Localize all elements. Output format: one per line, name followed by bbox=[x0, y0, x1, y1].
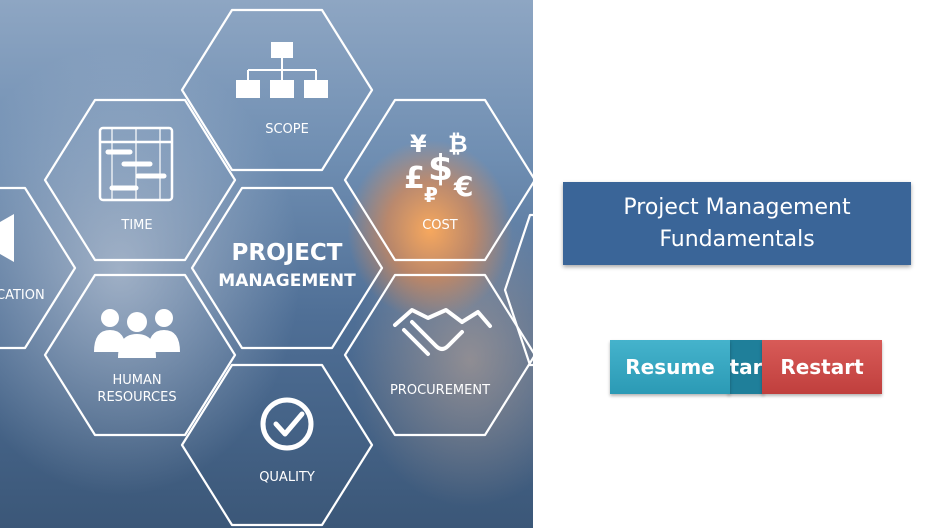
hex-right-partial bbox=[503, 213, 533, 367]
start-button-label: tar bbox=[729, 355, 763, 379]
hero-image: SCOPE TIME ¥ ₿ £ $ bbox=[0, 0, 533, 528]
megaphone-icon bbox=[0, 214, 14, 262]
hex-time bbox=[43, 98, 237, 262]
center-title-line2: MANAGEMENT bbox=[218, 271, 356, 291]
svg-text:¥: ¥ bbox=[410, 130, 427, 158]
hex-label-communication: CATION bbox=[0, 288, 45, 303]
hex-label-procurement: PROCUREMENT bbox=[390, 383, 490, 398]
resume-button-label: Resume bbox=[625, 355, 715, 379]
svg-text:$: $ bbox=[428, 148, 453, 189]
svg-text:₽: ₽ bbox=[424, 183, 438, 207]
hex-label-cost: COST bbox=[422, 218, 458, 233]
hexagon-diagram: SCOPE TIME ¥ ₿ £ $ bbox=[0, 0, 533, 528]
check-circle-icon bbox=[260, 397, 314, 451]
restart-button-label: Restart bbox=[780, 355, 864, 379]
hex-label-quality: QUALITY bbox=[259, 470, 315, 485]
svg-text:£: £ bbox=[404, 161, 425, 196]
hex-label-time: TIME bbox=[120, 218, 152, 233]
svg-text:€: € bbox=[453, 170, 473, 203]
course-title-line1: Project Management bbox=[623, 194, 851, 220]
handshake-icon bbox=[393, 308, 492, 356]
course-title-line2: Fundamentals bbox=[659, 226, 815, 252]
hex-human-resources bbox=[43, 273, 237, 437]
center-title-line1: PROJECT bbox=[232, 240, 343, 266]
start-button[interactable]: tar bbox=[728, 340, 764, 394]
action-buttons: Resume tar Restart bbox=[610, 340, 882, 394]
hex-procurement bbox=[343, 273, 533, 437]
people-icon bbox=[94, 309, 180, 358]
hex-quality bbox=[180, 363, 374, 527]
currency-icon: ¥ ₿ £ $ € ₽ bbox=[404, 130, 473, 207]
resume-button[interactable]: Resume bbox=[610, 340, 730, 394]
course-title-box: Project Management Fundamentals bbox=[563, 182, 911, 265]
hex-label-human-resources-2: RESOURCES bbox=[97, 390, 176, 405]
org-chart-icon bbox=[236, 42, 328, 98]
hex-label-human-resources-1: HUMAN bbox=[112, 373, 161, 388]
hex-cost bbox=[343, 98, 533, 262]
svg-text:₿: ₿ bbox=[448, 130, 468, 158]
hex-scope bbox=[180, 8, 374, 172]
gantt-chart-icon bbox=[98, 126, 174, 202]
hex-center bbox=[190, 186, 384, 350]
hex-communication bbox=[0, 186, 77, 350]
restart-button[interactable]: Restart bbox=[762, 340, 882, 394]
hex-label-scope: SCOPE bbox=[265, 122, 309, 137]
